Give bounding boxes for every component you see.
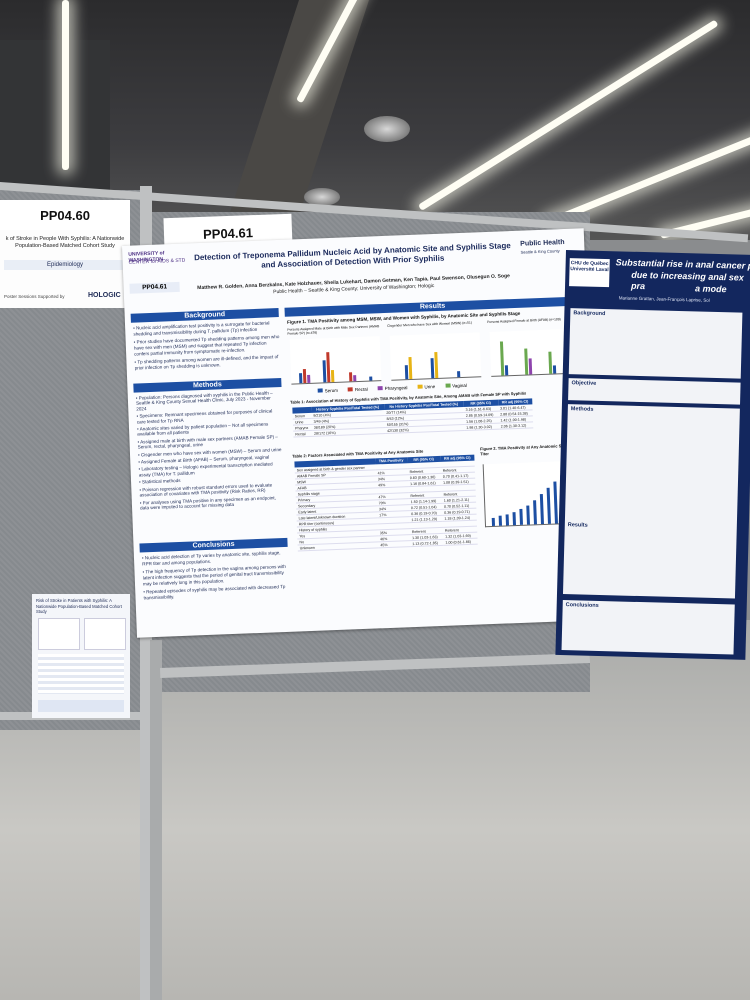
chart-bar: [499, 341, 505, 376]
right-section-heading: Methods: [570, 406, 594, 413]
left-poster: PP04.60 k of Stroke in People With Syphi…: [0, 200, 130, 308]
chart-bar: [553, 481, 558, 524]
legend-item: Vaginal: [445, 383, 467, 389]
chart-bar: [498, 515, 503, 526]
chart-bar: [408, 356, 413, 380]
chart-bar: [533, 500, 537, 525]
chart-bar: [526, 505, 530, 525]
legend-swatch: [377, 386, 383, 391]
chart-bar: [552, 365, 557, 374]
chu-logo: CHU de Québec Université Laval: [569, 258, 610, 288]
conclusions-list: • Nucleic acid detection of Tp varies by…: [142, 550, 290, 604]
right-poster-title-line: due to increasing anal sex pra: [630, 269, 745, 292]
chart-bar: [528, 358, 533, 375]
chart-bar: [504, 365, 509, 376]
legend-item: Rectal: [347, 386, 368, 393]
ceiling-light: [418, 19, 719, 211]
left-poster-title: k of Stroke in People With Syphilis: A N…: [5, 236, 125, 249]
right-poster: CHU de Québec Université Laval Substanti…: [555, 250, 750, 660]
legend-label: Pharyngeal: [384, 385, 408, 392]
right-poster-title-line: a mode: [694, 283, 727, 295]
right-background-panel: Background: [568, 308, 743, 379]
legend-swatch: [347, 387, 354, 392]
small-poster-title: Risk of Stroke in Patients with Syphilis…: [36, 598, 122, 614]
right-section-heading: Background: [573, 310, 606, 318]
fig1-panel-label: Persons Assigned Male at Birth with Male…: [287, 324, 380, 336]
right-poster-authors: Marianne Grattan, Jean-François Laprise,…: [618, 295, 710, 303]
right-section-heading: Results: [567, 522, 588, 529]
legend-swatch: [317, 388, 323, 393]
chart-bar: [330, 369, 335, 383]
chart-bar: [326, 352, 331, 383]
chart-bar: [299, 373, 303, 384]
center-logo: CENTER for AIDS & STD: [128, 257, 186, 266]
poster-number-sign: PP04.60: [0, 200, 130, 230]
ceiling-vent: [304, 188, 340, 206]
table1: History Syphilis Pos/Total Tested (%) No …: [292, 398, 534, 438]
table-cell: 2.06 (1.30-3.12): [498, 421, 534, 430]
legend-item: Urine: [417, 384, 435, 390]
legend-swatch: [417, 384, 423, 389]
small-poster-table: [38, 654, 124, 694]
fig1-chart-amab: [289, 336, 382, 385]
table-cell: 1.13 (0.72-1.85): [410, 539, 444, 547]
legend-item: Pharyngeal: [377, 385, 408, 392]
table-cell: 1.98 (1.30-3.02): [464, 423, 499, 431]
legend-swatch: [445, 383, 451, 388]
right-methods-panel: Methods Results: [562, 404, 740, 599]
chart-bar: [404, 365, 409, 380]
public-health-logo: Public Health: [520, 239, 565, 248]
right-section-heading: Conclusions: [565, 602, 599, 609]
methods-list: • Population: Persons diagnosed with syp…: [136, 390, 286, 513]
legend-label: Rectal: [354, 386, 368, 393]
board-post: [150, 640, 162, 1000]
fig1-panel-label: Cisgender Men who have Sex with Women (M…: [387, 320, 472, 328]
table-cell: Rectal: [293, 430, 313, 438]
chart-bar: [548, 351, 553, 374]
chart-bar: [457, 371, 461, 378]
main-poster: UNIVERSITY of WASHINGTON CENTER for AIDS…: [122, 228, 599, 638]
small-poster-figure: [38, 618, 80, 650]
ceiling-light: [62, 0, 69, 170]
chart-bar: [369, 376, 373, 381]
right-section-heading: Objective: [571, 380, 597, 387]
fig1-chart-msw: [389, 332, 482, 381]
poster-badge: PP04.61: [129, 281, 180, 294]
small-poster-footer: [38, 700, 124, 712]
poster-title: Detection of Treponema Pallidum Nucleic …: [192, 241, 513, 273]
legend-item: Serum: [317, 387, 339, 394]
chart-bar: [546, 487, 551, 524]
background-list: • Nucleic acid amplification test positi…: [133, 320, 281, 374]
poster-authors: Matthew R. Golden, Anna Berzkalns, Kate …: [184, 273, 524, 300]
table-cell: 45%: [378, 540, 411, 548]
public-health-subtitle: Seattle & King County: [520, 248, 560, 255]
legend-label: Urine: [424, 384, 436, 390]
right-conclusions-panel: Conclusions: [561, 600, 735, 655]
ceiling-vent: [364, 116, 410, 142]
left-poster-footer: Poster Sessions Supported by: [4, 294, 65, 299]
chart-bar: [519, 508, 523, 525]
small-poster-figure: [84, 618, 126, 650]
legend-label: Serum: [324, 387, 339, 394]
right-objective-panel: Objective: [568, 378, 741, 405]
chart-bar: [353, 375, 357, 382]
chart-bar: [307, 374, 311, 383]
chart-bar: [491, 517, 496, 527]
chart-bar: [434, 351, 439, 379]
left-poster-department: Epidemiology: [4, 260, 126, 270]
hologic-logo: HOLOGIC: [88, 292, 121, 299]
chart-bar: [302, 369, 307, 384]
chart-bar: [505, 514, 510, 526]
chart-bar: [512, 512, 517, 526]
legend-label: Vaginal: [452, 382, 467, 389]
chart-bar: [349, 372, 353, 382]
small-poster: Risk of Stroke in Patients with Syphilis…: [32, 594, 130, 718]
table2: TMA Positivity RR (95% CI) RR adj (95% CI)…: [294, 454, 478, 552]
chart-bar: [524, 348, 529, 375]
table-cell: 1.00 (0.61-1.66): [443, 538, 478, 546]
chart-bar: [539, 494, 544, 525]
